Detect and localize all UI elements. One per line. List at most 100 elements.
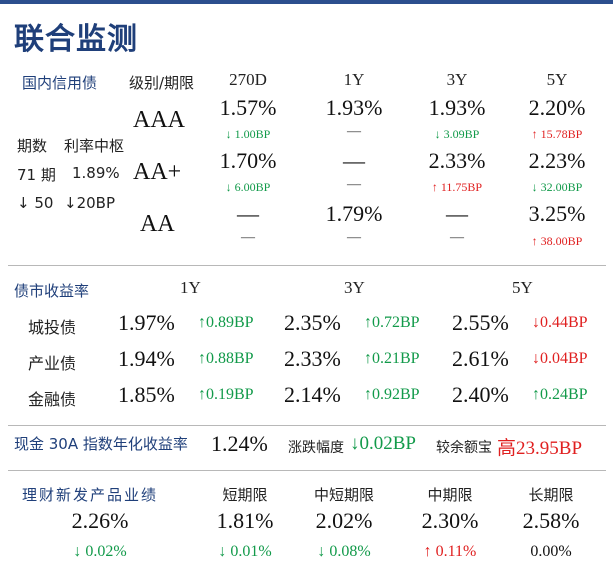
bond-yield-value: 1.94% xyxy=(118,346,175,371)
rating-aa-plus: AA+ xyxy=(133,159,182,185)
credit-col-header: 级别/期限 xyxy=(129,74,195,92)
up-arrow-icon: ↑ xyxy=(198,314,206,331)
wm-header-short-mid: 中短期限 xyxy=(313,486,374,504)
page-title: 联合监测 xyxy=(14,22,138,57)
down-arrow-icon: ↓ xyxy=(17,194,30,212)
wm-header-mid: 中期限 xyxy=(427,486,473,504)
wm-long-change: 0.00% xyxy=(530,543,572,560)
aa-plus-270d-change: ↓ 6.00BP xyxy=(225,180,271,194)
up-arrow-icon: ↑ xyxy=(364,350,372,367)
bond-yield-change: ↑0.92BP xyxy=(364,386,420,403)
aa-5y-change: ↑ 38.00BP xyxy=(531,234,583,248)
wm-short-mid-change: ↓ 0.08% xyxy=(317,543,371,560)
bond-row-label: 产业债 xyxy=(28,354,77,373)
aa-plus-3y-value: 2.33% xyxy=(428,148,486,173)
wm-short-change: ↓ 0.01% xyxy=(218,543,272,560)
bond-yield-change: ↑0.21BP xyxy=(364,350,420,367)
bond-yield-change: ↓0.04BP xyxy=(532,350,588,367)
rating-aa: AA xyxy=(140,211,175,237)
cash-value: 1.24% xyxy=(211,431,268,456)
down-arrow-icon: ↓ xyxy=(350,433,360,454)
bond-row-label: 城投债 xyxy=(28,318,77,337)
bond-yield-value: 2.33% xyxy=(284,346,341,371)
bond-tenor-3y: 3Y xyxy=(344,278,365,297)
aa-plus-270d-value: 1.70% xyxy=(219,148,277,173)
aaa-3y-change: ↓ 3.09BP xyxy=(434,127,480,141)
bond-yield-value: 2.40% xyxy=(452,382,509,407)
wm-short-value: 1.81% xyxy=(216,508,274,533)
top-border xyxy=(0,0,613,4)
tenor-1y: 1Y xyxy=(343,70,365,89)
periods-label: 期数 xyxy=(17,137,48,155)
cash-label: 现金 30A 指数年化收益率 xyxy=(14,435,188,453)
bond-yield-change: ↑0.19BP xyxy=(198,386,254,403)
wm-header-short: 短期限 xyxy=(222,486,268,504)
bond-yield-value: 2.14% xyxy=(284,382,341,407)
tenor-5y: 5Y xyxy=(546,70,568,89)
aa-plus-5y-value: 2.23% xyxy=(528,148,586,173)
bond-yield-value: 1.97% xyxy=(118,310,175,335)
wm-section-title: 理财新发产品业绩 xyxy=(22,486,159,504)
wm-mid-value: 2.30% xyxy=(421,508,479,533)
aa-270d-value: — xyxy=(237,201,259,226)
aaa-5y-value: 2.20% xyxy=(528,95,586,120)
aa-1y-change: — xyxy=(347,230,361,245)
aaa-1y-change: — xyxy=(347,124,361,139)
bond-tenor-1y: 1Y xyxy=(180,278,201,297)
rate-center-label: 利率中枢 xyxy=(64,137,125,155)
tenor-270d: 270D xyxy=(229,70,267,89)
cash-row: 现金 30A 指数年化收益率 xyxy=(14,433,188,454)
divider xyxy=(8,425,606,426)
up-arrow-icon: ↑ xyxy=(364,386,372,403)
wm-overall-value: 2.26% xyxy=(71,508,129,533)
credit-section-title: 国内信用债 xyxy=(22,74,98,92)
aaa-270d-change: ↓ 1.00BP xyxy=(225,127,271,141)
aa-270d-change: — xyxy=(241,230,255,245)
cash-change-label: 涨跌幅度 xyxy=(288,440,344,456)
bond-yield-value: 2.35% xyxy=(284,310,341,335)
down-arrow-icon: ↓ xyxy=(532,314,540,331)
bond-section-title: 债市收益率 xyxy=(14,282,90,300)
bond-yield-change: ↑0.88BP xyxy=(198,350,254,367)
aa-5y-value: 3.25% xyxy=(528,201,586,226)
aa-3y-change: — xyxy=(450,230,464,245)
divider xyxy=(8,470,606,471)
bond-yield-change: ↑0.72BP xyxy=(364,314,420,331)
cash-compare-value: 高23.95BP xyxy=(497,438,583,459)
up-arrow-icon: ↑ xyxy=(364,314,372,331)
rate-center-value: 1.89% xyxy=(72,164,120,182)
down-arrow-icon: ↓ xyxy=(532,350,540,367)
bond-yield-change: ↑0.24BP xyxy=(532,386,588,403)
aa-plus-3y-change: ↑ 11.75BP xyxy=(431,180,483,194)
bond-yield-change: ↓0.44BP xyxy=(532,314,588,331)
bond-yield-value: 2.61% xyxy=(452,346,509,371)
aaa-5y-change: ↑ 15.78BP xyxy=(531,127,583,141)
divider xyxy=(8,265,606,266)
bond-yield-change: ↑0.89BP xyxy=(198,314,254,331)
periods-change: ↓ 50 xyxy=(17,194,54,212)
bond-tenor-5y: 5Y xyxy=(512,278,533,297)
wm-mid-change: ↑ 0.11% xyxy=(423,543,477,560)
wm-short-mid-value: 2.02% xyxy=(315,508,373,533)
aa-plus-1y-change: — xyxy=(347,177,361,192)
down-arrow-icon: ↓ xyxy=(64,194,77,212)
bond-yield-value: 1.85% xyxy=(118,382,175,407)
aaa-270d-value: 1.57% xyxy=(219,95,277,120)
aa-3y-value: — xyxy=(446,201,468,226)
aa-1y-value: 1.79% xyxy=(325,201,383,226)
cash-change: ↓0.02BP xyxy=(350,433,416,454)
wm-header-long: 长期限 xyxy=(528,486,574,504)
rate-center-change: ↓20BP xyxy=(64,194,116,212)
up-arrow-icon: ↑ xyxy=(198,386,206,403)
aaa-3y-value: 1.93% xyxy=(428,95,486,120)
aa-plus-1y-value: — xyxy=(343,148,365,173)
bond-row-label: 金融债 xyxy=(28,390,77,409)
up-arrow-icon: ↑ xyxy=(532,386,540,403)
wm-overall-change: ↓ 0.02% xyxy=(73,543,127,560)
periods-value: 71 期 xyxy=(17,166,56,184)
cash-compare-label: 较余额宝 xyxy=(436,440,492,456)
aaa-1y-value: 1.93% xyxy=(325,95,383,120)
wm-long-value: 2.58% xyxy=(522,508,580,533)
rating-aaa: AAA xyxy=(133,107,185,133)
aa-plus-5y-change: ↓ 32.00BP xyxy=(531,180,583,194)
